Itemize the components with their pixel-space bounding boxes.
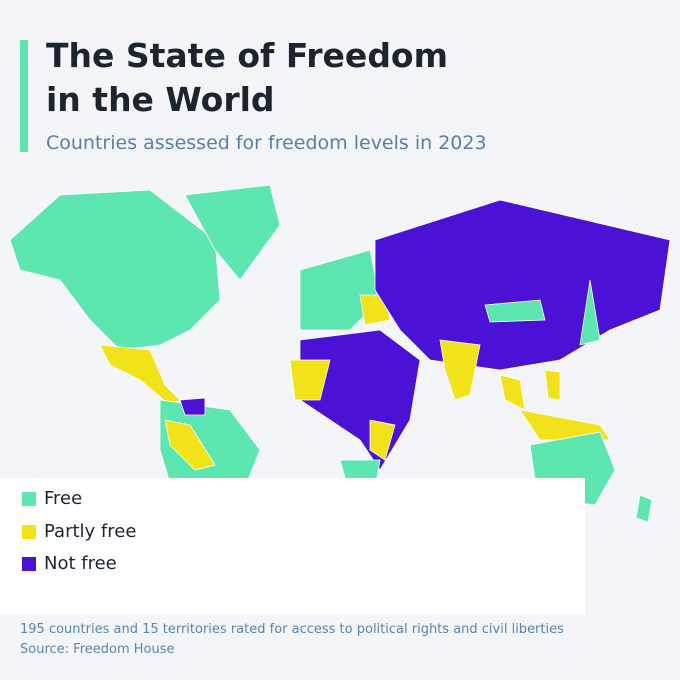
accent-bar <box>20 40 28 152</box>
legend: Free Partly free Not free <box>0 478 585 614</box>
source: Source: Freedom House <box>20 642 175 657</box>
title: The State of Freedom in the World <box>46 36 448 119</box>
region <box>184 184 281 281</box>
footnote: 195 countries and 15 territories rated f… <box>20 622 564 637</box>
legend-item: Free <box>22 488 82 509</box>
legend-label: Not free <box>44 553 117 574</box>
region <box>519 409 611 441</box>
legend-swatch <box>22 491 36 506</box>
region <box>9 189 221 351</box>
region <box>635 494 653 523</box>
region <box>289 359 331 401</box>
region <box>179 397 206 416</box>
region <box>439 339 481 401</box>
region <box>164 419 216 471</box>
legend-swatch <box>22 556 36 571</box>
region <box>484 299 546 323</box>
legend-label: Free <box>44 488 83 509</box>
region <box>374 199 671 371</box>
region <box>544 369 561 401</box>
region <box>499 374 526 411</box>
legend-label: Partly free <box>44 521 137 542</box>
legend-swatch <box>22 524 36 539</box>
region <box>99 344 181 406</box>
region <box>579 279 601 346</box>
subtitle: Countries assessed for freedom levels in… <box>46 132 487 154</box>
legend-item: Partly free <box>22 521 136 542</box>
region <box>369 419 396 461</box>
legend-item: Not free <box>22 553 117 574</box>
